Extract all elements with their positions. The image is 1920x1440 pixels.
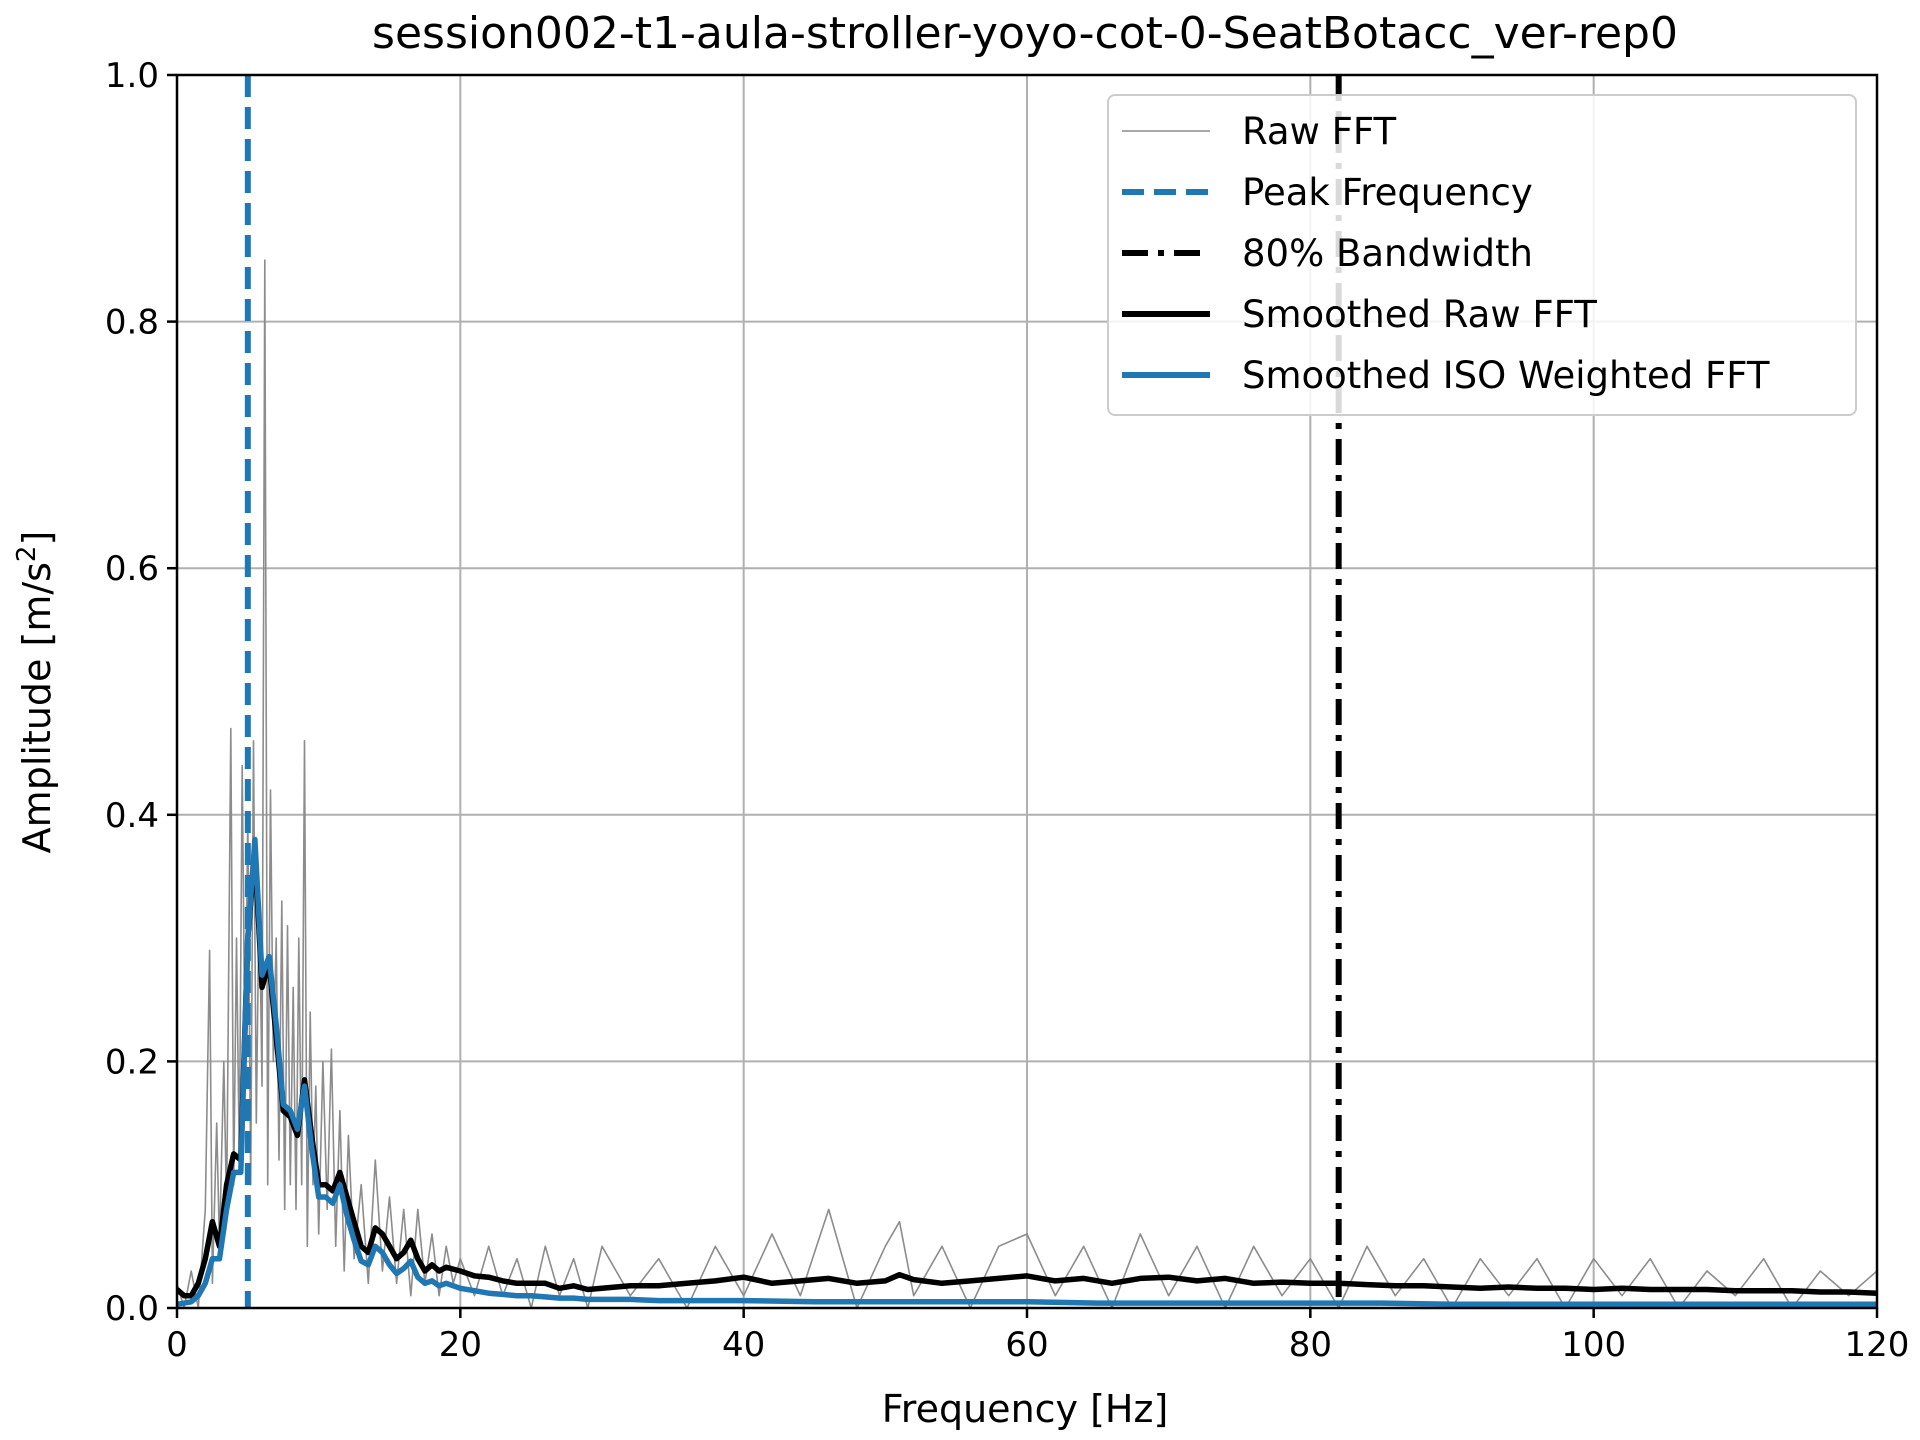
x-tick-label: 0: [166, 1325, 188, 1365]
y-axis-label-close: ]: [15, 531, 59, 546]
x-tick-label: 100: [1561, 1325, 1626, 1365]
legend-label: Smoothed Raw FFT: [1242, 293, 1597, 336]
x-tick-label: 120: [1845, 1325, 1910, 1365]
x-tick-label: 60: [1005, 1325, 1048, 1365]
y-tick-label: 1.0: [105, 56, 159, 96]
y-tick-label: 0.6: [105, 549, 159, 589]
series-line-smoothed-iso-weighted-fft: [177, 836, 1877, 1308]
x-tick-label: 80: [1289, 1325, 1332, 1365]
series-layer: [177, 259, 1877, 1308]
reference-lines: [244, 75, 1342, 1308]
x-axis-label: Frequency [Hz]: [882, 1387, 1169, 1431]
series-line-smoothed-raw-fft: [177, 849, 1877, 1299]
legend-label: Smoothed ISO Weighted FFT: [1242, 354, 1770, 397]
x-tick-label: 40: [722, 1325, 765, 1365]
y-tick-label: 0.8: [105, 303, 159, 343]
series-line-raw-fft: [177, 259, 1877, 1308]
x-tick-label: 20: [439, 1325, 482, 1365]
legend-label: 80% Bandwidth: [1242, 232, 1533, 275]
y-axis-label: Amplitude [m/s2]: [12, 531, 59, 854]
legend-box: [1107, 94, 1857, 416]
y-axis-label-superscript: 2: [12, 546, 42, 563]
y-tick-label: 0.4: [105, 796, 159, 836]
y-tick-label: 0.0: [105, 1289, 159, 1329]
chart-title: session002-t1-aula-stroller-yoyo-cot-0-S…: [372, 8, 1678, 59]
y-tick-label: 0.2: [105, 1042, 159, 1082]
legend-label: Peak Frequency: [1242, 171, 1533, 214]
y-axis-ticks: 0.0 0.2 0.4 0.6 0.8 1.0: [105, 56, 177, 1329]
legend: Raw FFT Peak Frequency 80% Bandwidth Smooth…: [1107, 94, 1857, 416]
x-axis-ticks: 0 20 40 60 80 100 120: [166, 1308, 1909, 1365]
legend-label: Raw FFT: [1242, 110, 1397, 153]
y-axis-label-main: Amplitude [m/s: [15, 562, 59, 853]
